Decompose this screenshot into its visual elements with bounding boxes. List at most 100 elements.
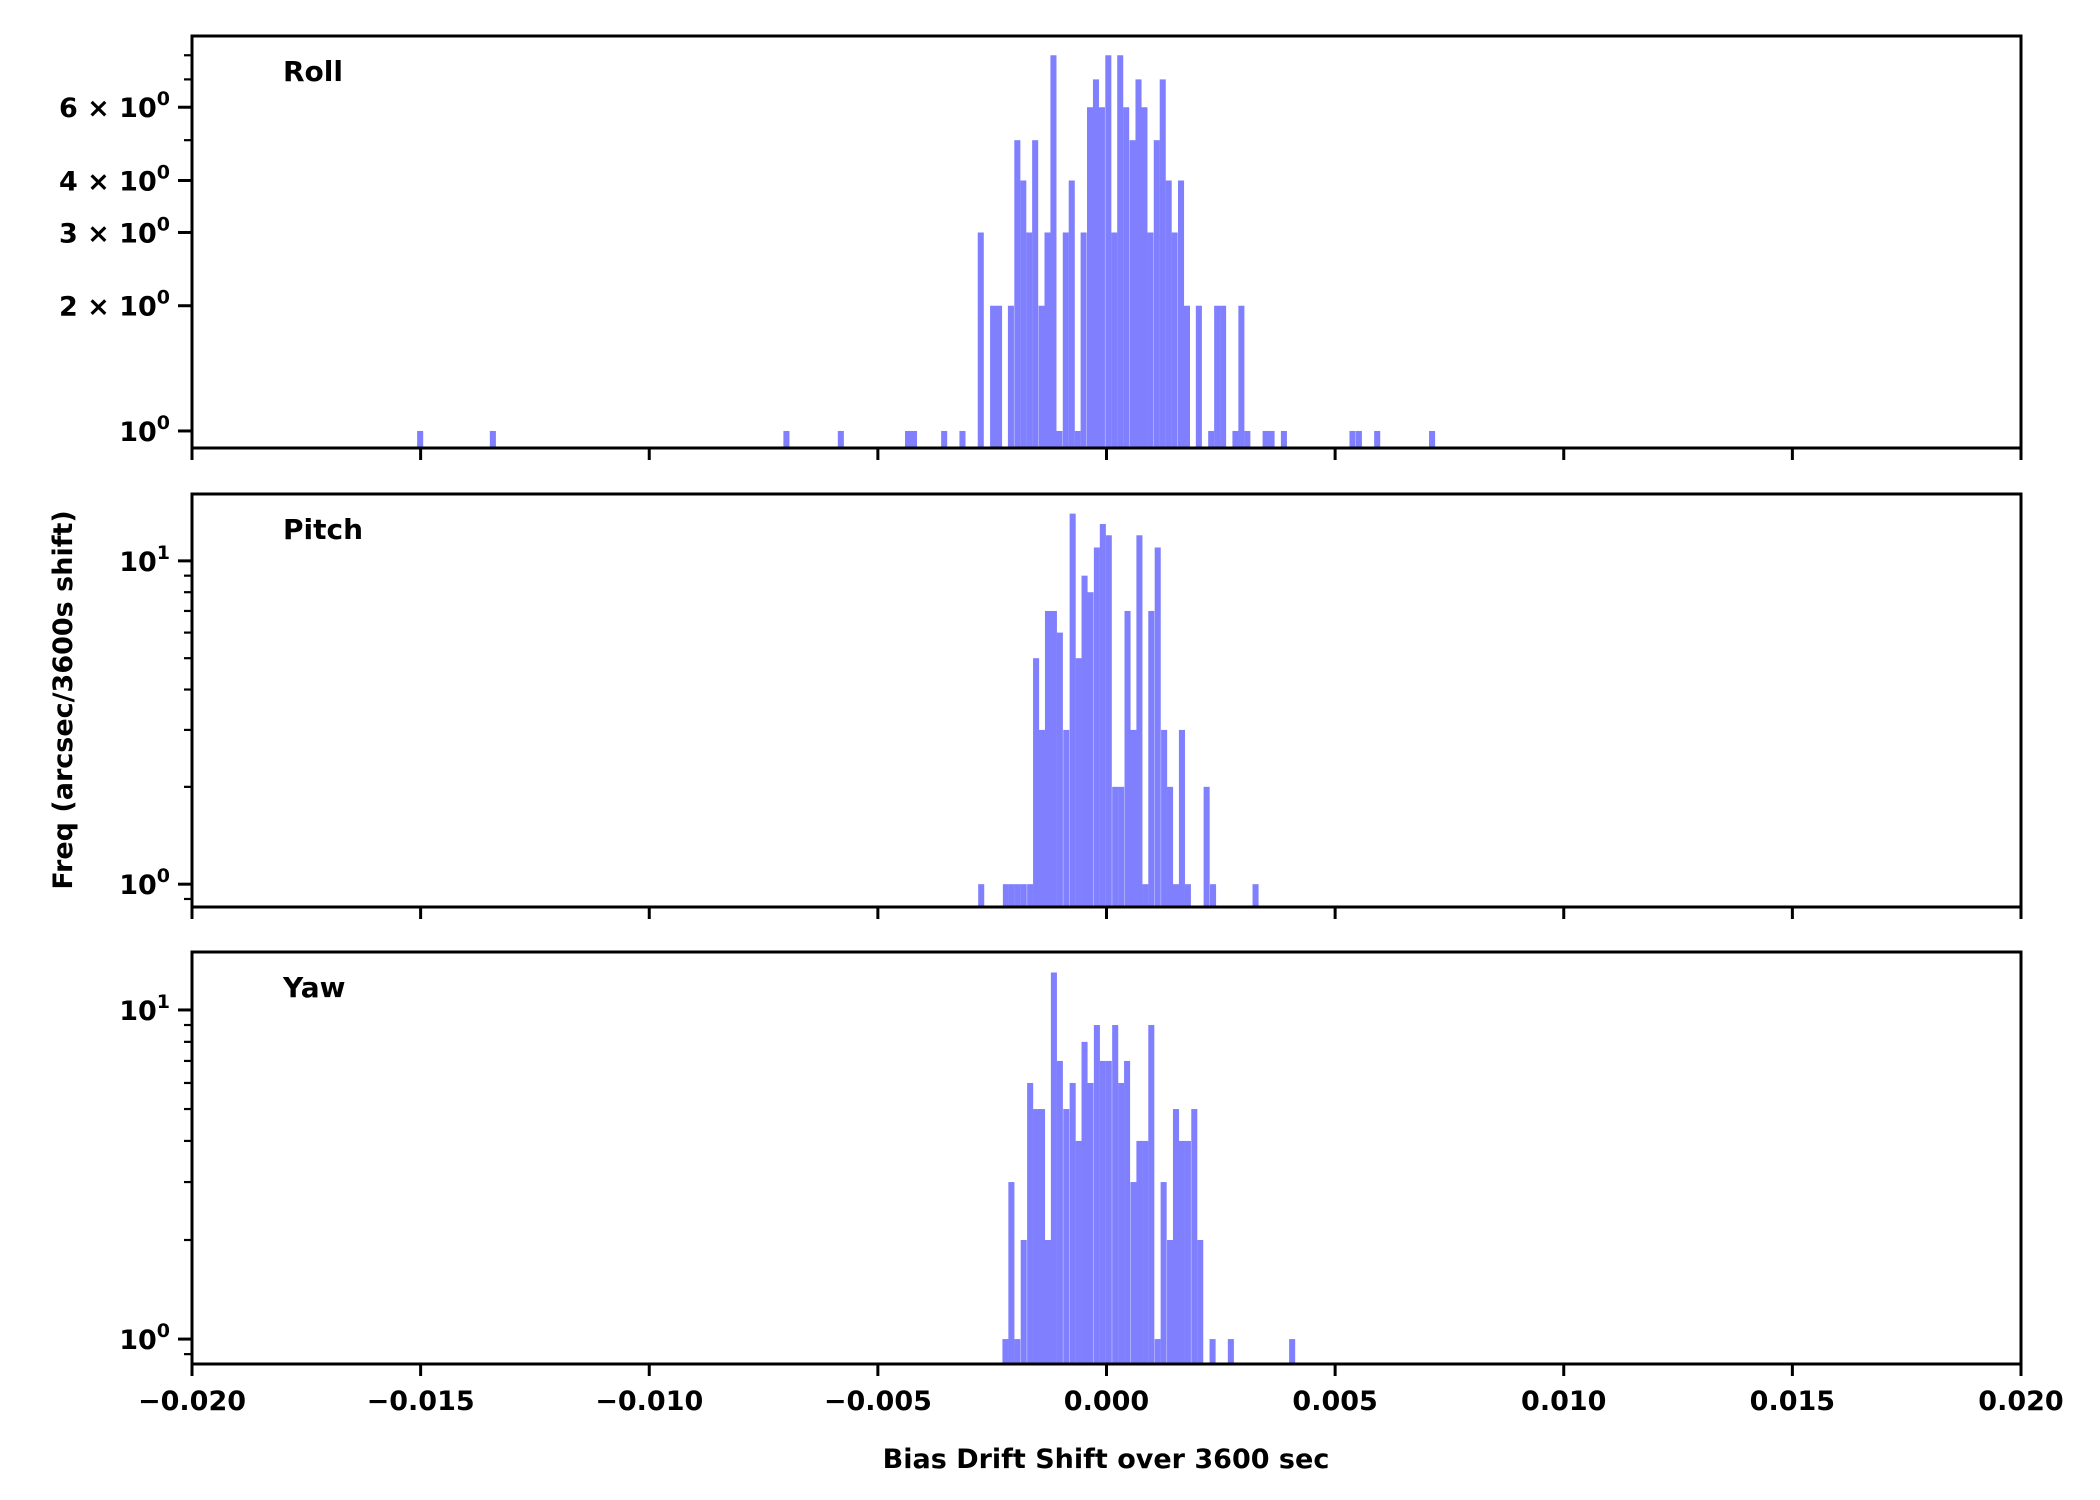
histogram-bar <box>1105 535 1112 907</box>
histogram-bar <box>1056 1060 1063 1364</box>
histogram-bar <box>1124 1060 1131 1364</box>
histogram-bar <box>1147 232 1154 448</box>
histogram-bar <box>1349 430 1356 448</box>
histogram-bar <box>1148 610 1155 907</box>
histogram-bar <box>1032 140 1039 448</box>
y-tick-exponent: 0 <box>157 1320 170 1342</box>
panel-title: Yaw <box>282 971 345 1004</box>
y-tick-base: 10 <box>119 417 157 448</box>
histogram-bar <box>1178 729 1185 907</box>
histogram-bar <box>1098 107 1105 448</box>
histogram-bar <box>1208 430 1215 448</box>
histogram-bar <box>1056 632 1063 907</box>
histogram-bar <box>1195 305 1202 448</box>
histogram-bar <box>990 305 997 448</box>
histogram-bar <box>1112 786 1119 907</box>
histogram-bar <box>1007 305 1014 448</box>
histogram-bar <box>1183 305 1191 448</box>
y-tick-label: 100 <box>119 865 170 901</box>
x-tick-label: 0.000 <box>1064 1386 1149 1417</box>
histogram-bar <box>1220 305 1227 448</box>
y-tick-base: 10 <box>119 870 157 901</box>
histogram-bar <box>1075 1140 1082 1364</box>
histogram-bar <box>1154 1339 1161 1364</box>
histogram-bar <box>1136 1140 1143 1364</box>
histogram-bar <box>1050 55 1057 449</box>
y-tick-base: 6 × 10 <box>59 93 157 124</box>
histogram-bar <box>996 305 1003 448</box>
histogram-bar <box>489 430 496 448</box>
histogram-bar <box>1099 1060 1106 1364</box>
y-tick-base: 10 <box>119 547 157 578</box>
histogram-bar <box>1209 1339 1216 1364</box>
histogram-bar <box>1014 1339 1021 1364</box>
histogram-bar <box>1068 180 1075 448</box>
histogram-bar <box>1203 786 1210 907</box>
histogram-bar <box>1167 786 1174 907</box>
histogram-bar <box>1153 140 1160 448</box>
y-tick-label: 101 <box>119 991 170 1027</box>
histogram-bar <box>1111 232 1118 448</box>
x-tick-label: −0.015 <box>367 1386 475 1417</box>
histogram-bar <box>1191 1109 1198 1364</box>
histogram-bar <box>1027 1082 1034 1364</box>
histogram-bar <box>1038 305 1045 448</box>
histogram-bar <box>1117 55 1124 449</box>
histogram-bar <box>1026 232 1033 448</box>
y-tick-base: 10 <box>119 1325 157 1356</box>
histogram-bar <box>1069 513 1076 907</box>
histogram-bar <box>1118 1082 1125 1364</box>
y-tick-exponent: 0 <box>157 412 170 434</box>
histogram-bar <box>1074 430 1081 448</box>
y-tick-base: 4 × 10 <box>59 166 157 197</box>
histogram-bar <box>1008 1182 1015 1364</box>
histogram-bar <box>910 430 918 448</box>
histogram-bar <box>1161 729 1168 907</box>
histogram-bar <box>1002 1339 1009 1364</box>
x-tick-label: 0.010 <box>1521 1386 1606 1417</box>
histogram-bar <box>1289 1339 1296 1364</box>
histogram-bar <box>1227 1339 1234 1364</box>
histogram-bar <box>1184 1140 1191 1364</box>
histogram-bar <box>1118 786 1125 907</box>
histogram-bar <box>1172 1109 1180 1364</box>
y-tick-exponent: 1 <box>157 991 170 1013</box>
histogram-bar <box>837 430 844 448</box>
histogram-bar <box>1135 79 1142 449</box>
histogram-bar <box>1238 305 1245 448</box>
y-tick-base: 10 <box>119 996 157 1027</box>
histogram-bar <box>1178 180 1185 448</box>
histogram-bar <box>1093 1025 1100 1364</box>
y-tick-exponent: 0 <box>157 161 170 183</box>
histogram-bar <box>1159 79 1166 449</box>
histogram-bar <box>1081 1041 1088 1364</box>
histogram-bar <box>1002 884 1009 907</box>
histogram-bar <box>1214 305 1221 448</box>
histogram-bar <box>1197 1240 1204 1364</box>
y-tick-base: 3 × 10 <box>59 218 157 249</box>
y-tick-label: 6 × 100 <box>59 88 170 124</box>
histogram-bar <box>1050 972 1057 1364</box>
histogram-bar <box>1123 107 1130 448</box>
histogram-bar <box>1044 610 1052 907</box>
histogram-bar <box>1355 430 1362 448</box>
histogram-bar <box>1038 729 1046 907</box>
histogram-bar <box>905 430 912 448</box>
x-tick-label: −0.020 <box>138 1386 246 1417</box>
histogram-bar <box>1027 884 1034 907</box>
histogram-bar <box>1129 140 1136 448</box>
x-tick-label: −0.005 <box>824 1386 932 1417</box>
histogram-bar <box>978 884 985 907</box>
histogram-bar <box>1130 1182 1137 1364</box>
histogram-bar <box>1154 547 1161 907</box>
histogram-bar <box>941 430 948 448</box>
x-tick-label: 0.015 <box>1750 1386 1835 1417</box>
y-tick-label: 100 <box>119 1320 170 1356</box>
histogram-bar <box>1142 884 1149 907</box>
histogram-bar <box>1130 729 1137 907</box>
histogram-bar <box>1184 884 1191 907</box>
histogram-bar <box>1033 658 1040 907</box>
histogram-bar <box>1171 232 1178 448</box>
